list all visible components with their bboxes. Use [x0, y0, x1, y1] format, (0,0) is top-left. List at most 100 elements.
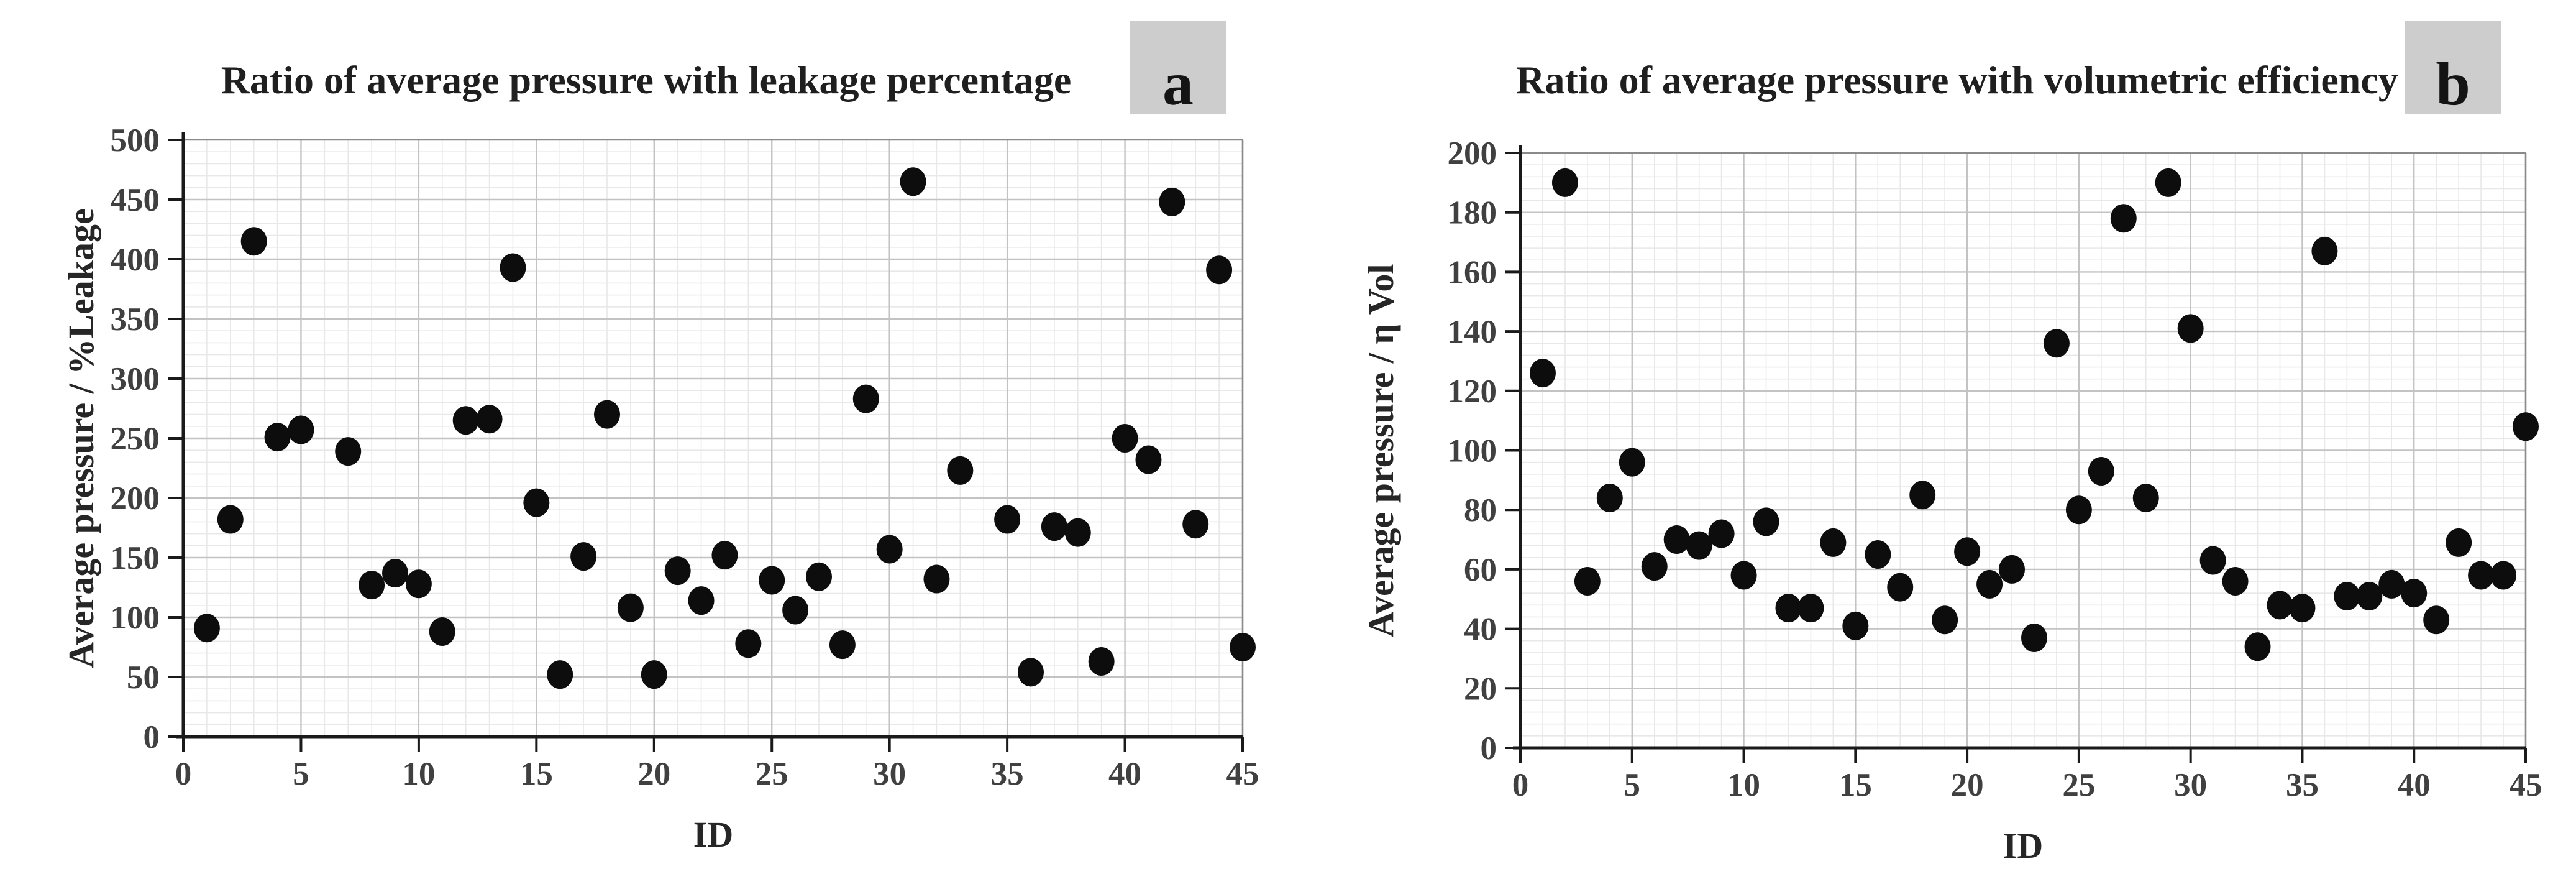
x-tick-label: 0 [175, 756, 192, 792]
data-point [193, 614, 220, 643]
data-point [2490, 561, 2517, 590]
data-point [1708, 519, 1735, 548]
data-point [688, 586, 715, 615]
data-point [452, 406, 479, 435]
y-tick-label: 50 [127, 660, 160, 696]
y-tick-label: 140 [1448, 314, 1497, 350]
data-point [1574, 567, 1601, 596]
data-point [1159, 187, 1185, 216]
data-point [1909, 481, 1936, 510]
chart-a-title: Ratio of average pressure with leakage p… [221, 58, 1072, 102]
data-point [2177, 314, 2204, 343]
x-tick-label: 30 [873, 756, 906, 792]
chart-b-y-axis-label: Average pressure / η Vol [1361, 264, 1401, 637]
data-point [1041, 512, 1067, 541]
y-tick-label: 450 [111, 182, 160, 218]
data-point [923, 564, 950, 594]
data-point [1820, 528, 1847, 557]
data-point [2267, 591, 2293, 620]
data-point [2155, 168, 2181, 197]
x-tick-label: 35 [991, 756, 1024, 792]
y-tick-label: 500 [111, 122, 160, 159]
data-point [664, 556, 691, 586]
x-tick-label: 15 [1839, 767, 1872, 803]
data-point [1887, 573, 1914, 602]
x-tick-label: 45 [1226, 756, 1259, 792]
data-point [2021, 623, 2047, 652]
chart-b: 0 5 10 15 20 25 30 35 40 45 0 20 40 60 80 100 120 140 160 1… [1361, 21, 2542, 866]
data-point [2356, 581, 2383, 610]
data-point [570, 542, 597, 571]
data-point [1112, 424, 1138, 453]
data-point [806, 562, 832, 591]
data-point [617, 593, 644, 622]
data-point [1663, 525, 1690, 555]
chart-a: 0 5 10 15 20 25 30 35 40 450501001502002503003504… [61, 21, 1259, 855]
panel-a-letter: a [1162, 49, 1194, 118]
data-point [1619, 448, 1645, 477]
x-tick-label: 5 [1624, 767, 1641, 803]
x-tick-label: 0 [1512, 767, 1529, 803]
data-point [1088, 647, 1115, 676]
y-tick-label: 350 [111, 301, 160, 338]
x-tick-label: 20 [637, 756, 670, 792]
data-point [547, 660, 573, 689]
y-tick-label: 40 [1464, 612, 1497, 648]
data-point [2446, 528, 2472, 557]
data-point [2468, 561, 2495, 590]
y-tick-label: 100 [1448, 433, 1497, 469]
data-point [1596, 484, 1623, 513]
y-tick-label: 200 [1448, 136, 1497, 172]
data-point [335, 437, 362, 466]
data-point [1686, 531, 1712, 560]
y-tick-label: 20 [1464, 671, 1497, 707]
data-point [947, 456, 974, 485]
chart-a-x-axis-label: ID [693, 814, 733, 855]
data-point [1954, 537, 1981, 566]
data-point [1182, 510, 1209, 539]
x-tick-label: 30 [2174, 767, 2207, 803]
data-point [852, 384, 879, 413]
data-point [1842, 611, 1869, 640]
data-point [2423, 605, 2450, 635]
data-point [1976, 569, 2003, 599]
y-tick-label: 150 [111, 540, 160, 576]
data-point [405, 569, 432, 599]
data-point [1529, 359, 1556, 388]
data-point [900, 167, 926, 196]
data-point [1230, 633, 1256, 661]
data-point [2065, 495, 2092, 525]
chart-b-x-axis-label: ID [2003, 826, 2043, 866]
data-point [500, 253, 526, 282]
y-tick-label: 180 [1448, 195, 1497, 231]
x-tick-label: 25 [2062, 767, 2095, 803]
data-point [523, 488, 550, 517]
panel-a-box [1130, 21, 1226, 114]
data-point [2222, 567, 2249, 596]
x-tick-label: 40 [2398, 767, 2431, 803]
x-tick-label: 10 [1727, 767, 1760, 803]
data-point [1932, 605, 1958, 635]
data-point [1797, 594, 1824, 623]
data-point [476, 405, 503, 434]
y-tick-label: 400 [111, 242, 160, 278]
data-point [2311, 236, 2338, 265]
data-point [1551, 168, 1578, 197]
data-point [1206, 255, 1233, 285]
x-tick-label: 20 [1951, 767, 1984, 803]
y-tick-label: 300 [111, 361, 160, 397]
data-point [1865, 540, 1891, 569]
data-point [594, 400, 620, 429]
chart-a-plot-area: 0 5 10 15 20 25 30 35 40 450501001502002503003504… [111, 122, 1259, 792]
x-tick-label: 40 [1108, 756, 1141, 792]
x-tick-label: 5 [293, 756, 309, 792]
data-point [288, 415, 314, 444]
x-tick-label: 45 [2510, 767, 2542, 803]
data-point [217, 505, 244, 534]
data-point [382, 558, 408, 587]
data-point [2110, 204, 2137, 233]
data-point [782, 596, 809, 625]
data-point [1775, 594, 1802, 623]
panel-b-letter: b [2436, 49, 2470, 118]
